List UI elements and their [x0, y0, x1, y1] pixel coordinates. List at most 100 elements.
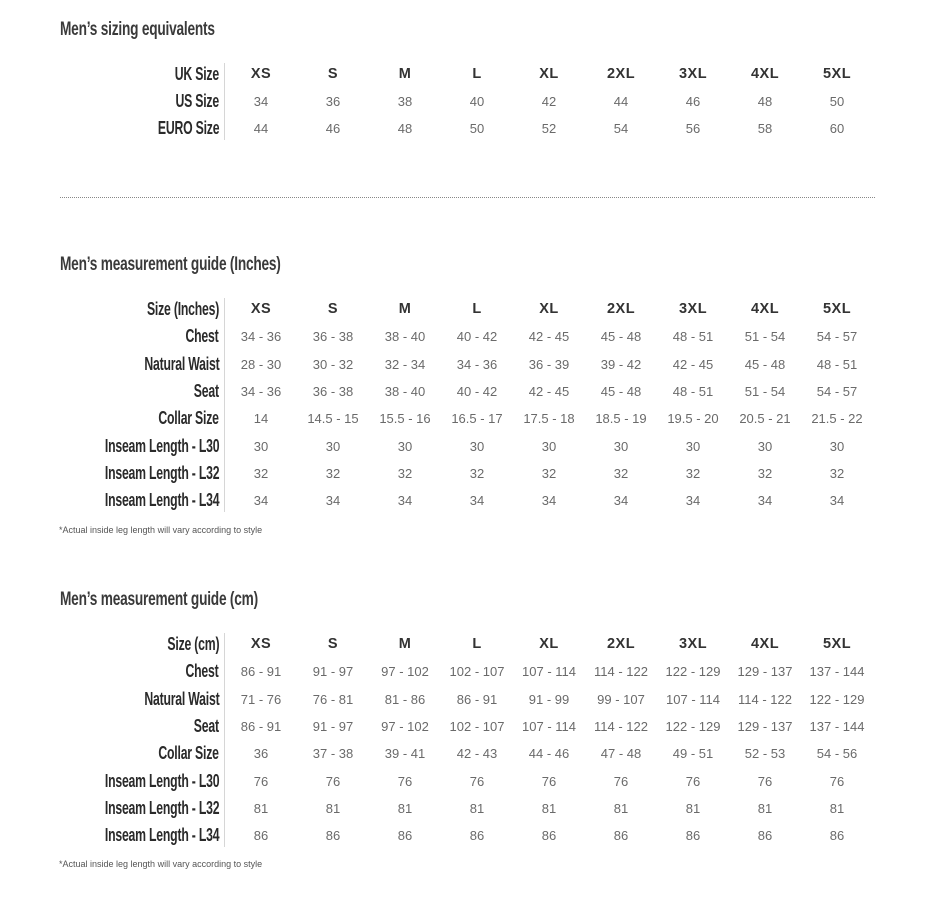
table-cell: 58 [757, 121, 773, 136]
table-cell: 32 [613, 465, 629, 481]
table-cell: 86 [469, 828, 485, 844]
size-header-cell: M [398, 636, 412, 652]
section-divider [60, 197, 875, 198]
table-cell: 97 - 102 [381, 718, 429, 734]
table-cell: 34 - 36 [240, 329, 282, 345]
table-cell: 34 [253, 493, 269, 509]
row-label: Natural Waist [143, 688, 219, 709]
table-row: Inseam Length - L30 76 76 76 76 76 76 76 76 76 [0, 768, 930, 795]
table-cell: 30 [253, 438, 269, 454]
table-cell: 76 [613, 773, 629, 789]
size-header-cell: XS [250, 301, 272, 317]
cm-footnote: *Actual inside leg length will vary acco… [59, 859, 263, 869]
table-cell: 114 - 122 [738, 691, 792, 707]
table-cell: 38 - 40 [384, 383, 426, 399]
table-row: Inseam Length - L34 86 86 86 86 86 86 86 86 86 [0, 822, 930, 849]
column-divider [224, 63, 225, 140]
table-cell: 42 - 45 [528, 383, 570, 399]
table-cell: 48 - 51 [672, 383, 714, 399]
table-cell: 40 [469, 94, 485, 109]
table-cell: 81 - 86 [384, 691, 426, 707]
size-header-cell: L [472, 636, 482, 652]
size-header-cell: XS [250, 636, 272, 652]
table-cell: 14.5 - 15 [307, 411, 359, 427]
row-label: Inseam Length - L32 [104, 462, 220, 483]
table-cell: 36 [253, 746, 269, 762]
table-cell: 47 - 48 [600, 746, 642, 762]
table-cell: 48 [397, 121, 413, 136]
table-cell: 16.5 - 17 [451, 411, 503, 427]
table-cell: 50 [829, 94, 845, 109]
table-cell: 21.5 - 22 [811, 411, 863, 427]
table-cell: 30 [397, 438, 413, 454]
size-header-cell: L [472, 66, 482, 82]
table-cell: 91 - 97 [312, 664, 354, 680]
table-cell: 97 - 102 [381, 664, 429, 680]
table-cell: 34 [757, 493, 773, 509]
table-cell: 34 [469, 493, 485, 509]
table-cell: 34 [397, 493, 413, 509]
table-cell: 76 - 81 [312, 691, 354, 707]
table-cell: 28 - 30 [240, 356, 282, 372]
table-row: Chest 34 - 36 36 - 38 38 - 40 40 - 42 42 - 45… [0, 323, 930, 350]
table-cell: 48 - 51 [816, 356, 858, 372]
size-header-cell: 4XL [750, 636, 780, 652]
size-header-cell: XL [539, 66, 559, 82]
size-header-cell: M [398, 66, 412, 82]
table-cell: 36 - 39 [528, 356, 570, 372]
table-cell: 54 - 56 [816, 746, 858, 762]
table-row: Inseam Length - L30 30 30 30 30 30 30 30 30 30 [0, 433, 930, 460]
table-cell: 44 [613, 94, 629, 109]
table-cell: 51 - 54 [744, 329, 786, 345]
table-cell: 86 - 91 [456, 691, 498, 707]
table-cell: 32 [253, 465, 269, 481]
table-cell: 49 - 51 [672, 746, 714, 762]
table-cell: 81 [757, 800, 773, 816]
table-cell: 46 [685, 94, 701, 109]
table-cell: 76 [325, 773, 341, 789]
table-cell: 34 [325, 493, 341, 509]
table-cell: 50 [469, 121, 485, 136]
table-cell: 32 - 34 [384, 356, 426, 372]
row-label: Seat [193, 380, 219, 401]
table-cell: 81 [253, 800, 269, 816]
table-cell: 86 [757, 828, 773, 844]
table-cell: 34 [541, 493, 557, 509]
table-cell: 17.5 - 18 [523, 411, 575, 427]
table-cell: 45 - 48 [600, 329, 642, 345]
table-cell: 32 [325, 465, 341, 481]
table-cell: 81 [613, 800, 629, 816]
table-cell: 34 - 36 [456, 356, 498, 372]
table-cell: 15.5 - 16 [379, 411, 431, 427]
table-cell: 102 - 107 [449, 664, 505, 680]
table-cell: 40 - 42 [456, 329, 498, 345]
table-cell: 19.5 - 20 [667, 411, 719, 427]
table-cell: 129 - 137 [737, 718, 793, 734]
table-cell: 76 [757, 773, 773, 789]
row-label: Inseam Length - L34 [104, 825, 220, 846]
table-row: US Size 34 36 38 40 42 44 46 48 50 [0, 88, 930, 115]
inches-footnote: *Actual inside leg length will vary acco… [59, 525, 263, 535]
table-cell: 34 [253, 94, 269, 109]
table-header-row: Size (Inches) XS S M L XL 2XL 3XL 4XL 5XL [0, 296, 930, 323]
table-cell: 44 - 46 [528, 746, 570, 762]
table-cell: 71 - 76 [240, 691, 282, 707]
cm-guide-title: Men’s measurement guide (cm) [60, 589, 258, 610]
table-cell: 20.5 - 21 [739, 411, 791, 427]
table-cell: 39 - 42 [600, 356, 642, 372]
table-cell: 42 - 43 [456, 746, 498, 762]
table-cell: 30 - 32 [312, 356, 354, 372]
table-cell: 42 - 45 [672, 356, 714, 372]
row-label: Inseam Length - L30 [104, 770, 220, 791]
row-label: Size (Inches) [146, 299, 219, 319]
table-cell: 36 [325, 94, 341, 109]
row-label: EURO Size [157, 118, 220, 138]
table-cell: 52 [541, 121, 557, 136]
table-cell: 34 [829, 493, 845, 509]
table-cell: 86 - 91 [240, 664, 282, 680]
table-cell: 52 - 53 [744, 746, 786, 762]
table-cell: 48 - 51 [672, 329, 714, 345]
size-header-cell: S [327, 301, 339, 317]
table-cell: 39 - 41 [384, 746, 426, 762]
inches-guide-title: Men’s measurement guide (Inches) [60, 254, 281, 275]
